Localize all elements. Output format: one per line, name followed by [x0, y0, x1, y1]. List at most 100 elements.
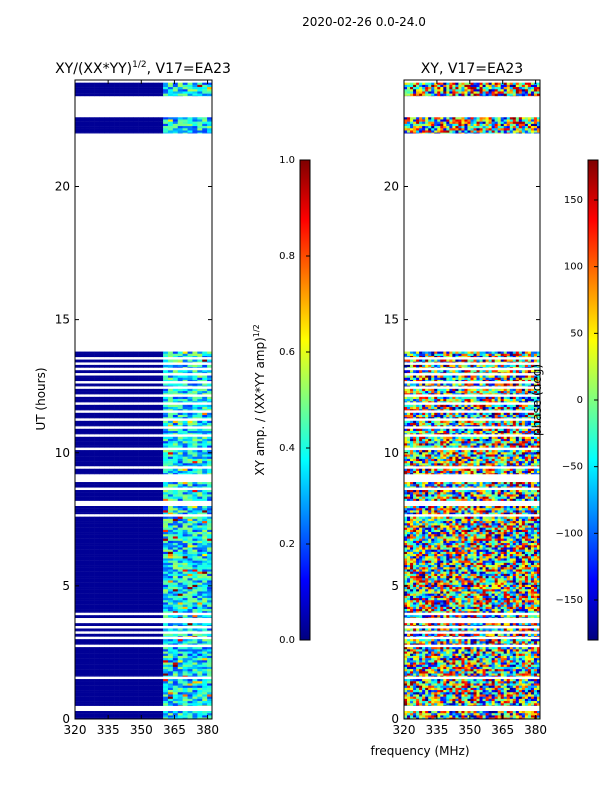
heatmap-cell [123, 388, 130, 392]
heatmap-cell [114, 711, 120, 714]
heatmap-cell [84, 547, 90, 550]
heatmap-cell [123, 93, 130, 97]
heatmap-cell [182, 538, 188, 542]
heatmap-cell [84, 696, 90, 700]
heatmap-cell [104, 372, 110, 374]
heatmap-cell [172, 496, 179, 500]
heatmap-cell [182, 82, 188, 86]
heatmap-cell [123, 679, 130, 682]
heatmap-cell [153, 521, 159, 524]
heatmap-cell [148, 529, 154, 533]
heatmap-cell [75, 653, 81, 657]
heatmap-cell [177, 569, 183, 572]
heatmap-cell [158, 567, 164, 570]
heatmap-cell [94, 482, 100, 485]
heatmap-cell [163, 653, 169, 657]
heatmap-cell [75, 598, 81, 601]
heatmap-cell [119, 630, 125, 632]
heatmap-cell [138, 567, 144, 570]
heatmap-cell [449, 679, 453, 682]
heatmap-cell [163, 660, 169, 663]
heatmap-cell [416, 687, 420, 691]
heatmap-cell [119, 673, 125, 676]
heatmap-cell [428, 711, 432, 714]
heatmap-cell [79, 415, 86, 418]
heatmap-cell [167, 93, 174, 97]
heatmap-cell [143, 518, 149, 522]
heatmap-cell [207, 399, 212, 402]
heatmap-cell [94, 653, 100, 657]
heatmap-cell [167, 664, 174, 668]
heatmap-cell [187, 412, 193, 416]
heatmap-cell [148, 370, 154, 373]
heatmap-cell [143, 591, 149, 594]
heatmap-cell [192, 486, 198, 488]
heatmap-cell [440, 685, 444, 689]
heatmap-cell [133, 562, 139, 566]
heatmap-cell [158, 521, 164, 524]
heatmap-cell [158, 443, 164, 446]
heatmap-cell [89, 482, 95, 485]
heatmap-cell [148, 687, 154, 691]
heatmap-cell [158, 441, 164, 444]
heatmap-cell [114, 494, 120, 497]
heatmap-cell [207, 687, 212, 691]
heatmap-cell [404, 681, 408, 684]
heatmap-cell [119, 508, 125, 511]
heatmap-cell [207, 372, 212, 374]
heatmap-cell [109, 510, 115, 513]
heatmap-cell [123, 123, 130, 127]
heatmap-cell [119, 636, 125, 637]
heatmap-cell [109, 412, 115, 416]
heatmap-cell [75, 556, 81, 559]
heatmap-cell [167, 407, 174, 410]
heatmap-cell [197, 498, 203, 501]
heatmap-cell [109, 584, 115, 588]
heatmap-cell [123, 404, 130, 408]
heatmap-cell [182, 573, 188, 577]
heatmap-cell [133, 492, 139, 495]
heatmap-cell [163, 409, 169, 411]
heatmap-cell [163, 84, 169, 88]
heatmap-cell [104, 445, 110, 448]
heatmap-cell [202, 587, 208, 590]
heatmap-cell [99, 545, 105, 548]
heatmap-cell [114, 630, 120, 632]
heatmap-cell [143, 653, 149, 657]
heatmap-cell [84, 82, 90, 86]
heatmap-cell [75, 379, 81, 382]
heatmap-cell [114, 604, 120, 608]
heatmap-cell [172, 508, 179, 511]
heatmap-cell [114, 534, 120, 537]
heatmap-cell [128, 534, 135, 537]
heatmap-cell [133, 443, 139, 446]
heatmap-cell [172, 404, 179, 408]
heatmap-cell [104, 571, 110, 575]
heatmap-cell [94, 602, 100, 605]
heatmap-cell [153, 598, 159, 601]
heatmap-cell [138, 393, 144, 395]
heatmap-cell [114, 82, 120, 86]
heatmap-cell [192, 512, 198, 515]
heatmap-cell [119, 628, 125, 631]
heatmap-cell [512, 717, 517, 719]
heatmap-cell [94, 540, 100, 544]
heatmap-cell [75, 433, 81, 435]
heatmap-cell [153, 123, 159, 127]
heatmap-cell [187, 692, 193, 695]
heatmap-cell [75, 683, 81, 686]
heatmap-cell [128, 527, 135, 531]
heatmap-cell [419, 713, 423, 716]
heatmap-cell [84, 87, 90, 90]
heatmap-cell [84, 510, 90, 513]
heatmap-cell [177, 565, 183, 568]
heatmap-cell [197, 521, 203, 524]
heatmap-cell [133, 655, 139, 659]
heatmap-cell [187, 132, 193, 134]
heatmap-cell [197, 82, 203, 86]
heatmap-cell [119, 396, 125, 400]
heatmap-cell [84, 681, 90, 684]
heatmap-cell [79, 359, 86, 362]
heatmap-cell [89, 412, 95, 416]
heatmap-cell [202, 518, 208, 522]
